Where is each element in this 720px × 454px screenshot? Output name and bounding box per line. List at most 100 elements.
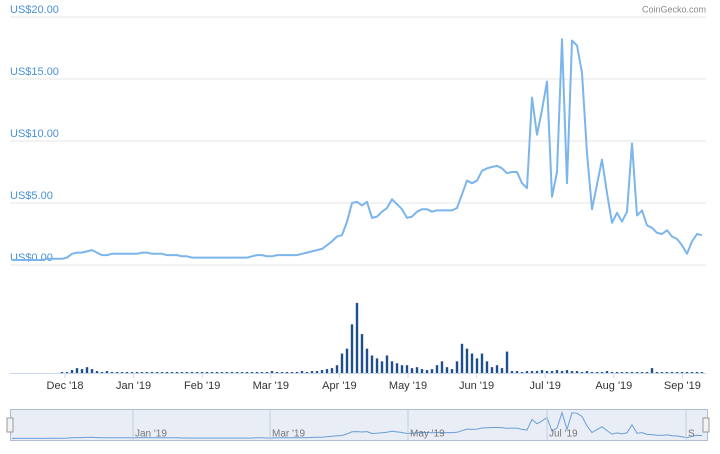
- volume-bar: [520, 372, 524, 373]
- volume-bar: [365, 348, 369, 373]
- volume-bar: [255, 372, 259, 373]
- volume-bar: [395, 363, 399, 373]
- volume-bar: [65, 372, 69, 373]
- volume-bar: [145, 372, 149, 373]
- volume-bar: [95, 371, 99, 373]
- volume-bar: [90, 369, 94, 373]
- volume-bar: [605, 371, 609, 373]
- volume-bar: [640, 372, 644, 373]
- volume-bar: [505, 351, 509, 373]
- volume-bar: [200, 372, 204, 373]
- volume-bar: [215, 372, 219, 373]
- volume-bar: [320, 370, 324, 373]
- volume-bar: [380, 361, 384, 373]
- volume-bar: [480, 353, 484, 373]
- volume-bar: [245, 372, 249, 373]
- x-tick-label: Apr '19: [322, 380, 357, 392]
- volume-bar: [230, 372, 234, 373]
- volume-bar: [665, 372, 669, 373]
- volume-bar: [360, 334, 364, 373]
- volume-bar: [170, 372, 174, 373]
- volume-bar: [670, 372, 674, 373]
- volume-bar: [280, 372, 284, 373]
- volume-bar: [645, 372, 649, 373]
- x-tick-label: Jul '19: [529, 380, 560, 392]
- volume-bar: [650, 368, 654, 373]
- x-tick-label: May '19: [389, 380, 427, 392]
- volume-bar: [105, 371, 109, 373]
- volume-bar: [375, 358, 379, 373]
- y-tick-label: US$0.00: [10, 252, 53, 264]
- volume-bar: [310, 371, 314, 373]
- volume-bar: [290, 372, 294, 373]
- volume-bar: [180, 372, 184, 373]
- volume-bar: [475, 358, 479, 373]
- volume-bar: [250, 372, 254, 373]
- volume-bar: [445, 367, 449, 373]
- volume-bar: [540, 370, 544, 373]
- volume-bar: [490, 367, 494, 373]
- volume-bar: [430, 369, 434, 373]
- volume-bar: [190, 372, 194, 373]
- volume-bar: [575, 371, 579, 373]
- volume-bar: [500, 368, 504, 373]
- volume-bar: [220, 372, 224, 373]
- volume-bar: [470, 353, 474, 373]
- volume-bar: [60, 372, 64, 373]
- volume-bar: [370, 355, 374, 373]
- volume-bar: [235, 372, 239, 373]
- volume-bar: [325, 369, 329, 373]
- volume-bar: [400, 365, 404, 373]
- volume-bar: [530, 371, 534, 373]
- volume-bar: [315, 371, 319, 373]
- volume-bar: [335, 365, 339, 373]
- volume-bar: [690, 372, 694, 373]
- volume-bar: [685, 372, 689, 373]
- volume-bar: [225, 372, 229, 373]
- volume-bar: [535, 371, 539, 373]
- volume-bar: [700, 372, 704, 373]
- x-tick-label: Jun '19: [459, 380, 494, 392]
- volume-bar: [515, 371, 519, 373]
- volume-bar: [85, 367, 89, 373]
- volume-bar: [495, 365, 499, 373]
- navigator-label: Mar '19: [272, 429, 305, 440]
- y-tick-label: US$5.00: [10, 190, 53, 202]
- y-tick-label: US$15.00: [10, 66, 59, 78]
- navigator-handle[interactable]: [6, 417, 14, 433]
- volume-bar: [210, 372, 214, 373]
- x-tick-label: Jan '19: [116, 380, 151, 392]
- volume-bar: [590, 372, 594, 373]
- volume-bar: [350, 324, 354, 373]
- volume-bar: [600, 372, 604, 373]
- navigator-handle[interactable]: [702, 417, 710, 433]
- volume-bar: [70, 370, 74, 373]
- x-tick-label: Sep '19: [664, 380, 701, 392]
- volume-bar: [545, 371, 549, 373]
- volume-bar: [155, 372, 159, 373]
- volume-bar: [460, 343, 464, 373]
- volume-bar: [385, 355, 389, 373]
- volume-bar: [455, 361, 459, 373]
- volume-bar: [680, 372, 684, 373]
- volume-bar: [510, 371, 514, 373]
- navigator[interactable]: [10, 409, 708, 441]
- volume-bar: [635, 372, 639, 373]
- source-credit: CoinGecko.com: [642, 4, 706, 14]
- volume-bar: [675, 372, 679, 373]
- volume-bar: [390, 361, 394, 373]
- volume-bar: [110, 372, 114, 373]
- volume-bar: [420, 369, 424, 373]
- volume-bar: [440, 361, 444, 373]
- x-tick-label: Dec '18: [47, 380, 84, 392]
- volume-bar: [620, 372, 624, 373]
- volume-bar: [295, 372, 299, 373]
- volume-bar: [345, 348, 349, 373]
- volume-bar: [425, 370, 429, 373]
- y-tick-label: US$20.00: [10, 4, 59, 16]
- volume-bar: [405, 365, 409, 373]
- volume-bar: [140, 372, 144, 373]
- volume-bar: [80, 369, 84, 373]
- volume-bar: [260, 372, 264, 373]
